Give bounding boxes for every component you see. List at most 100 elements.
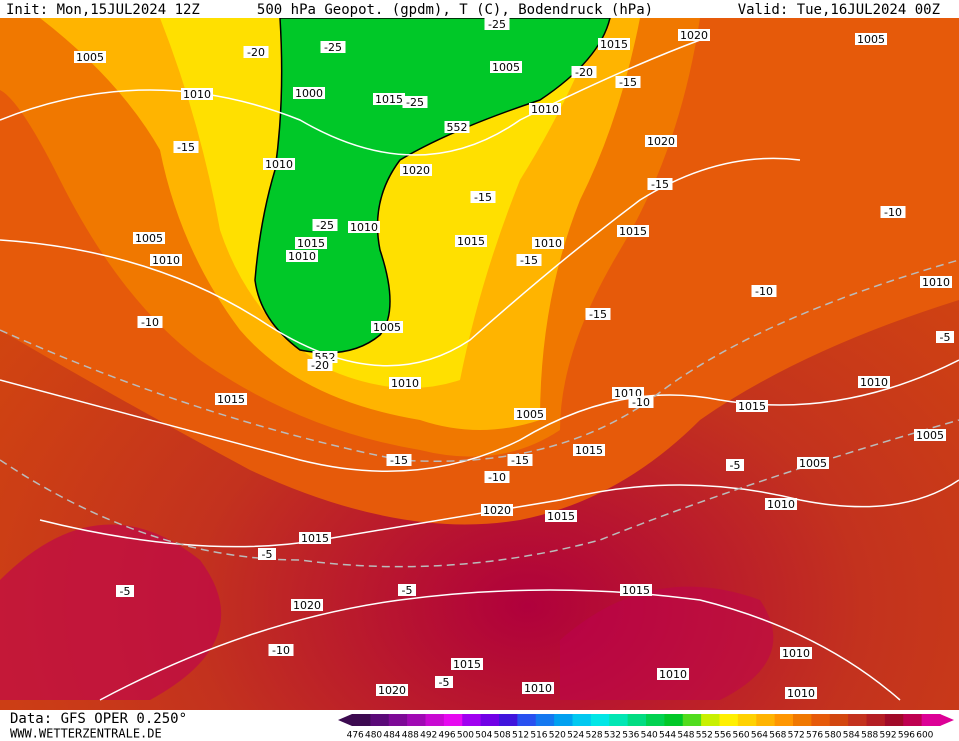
- contour-label-box: [215, 393, 247, 405]
- colorbar-label: 564: [751, 731, 768, 741]
- contour-label: -5: [120, 585, 131, 598]
- contour-label: -15: [177, 141, 195, 154]
- colorbar-cell: [627, 714, 647, 726]
- colorbar-cell: [609, 714, 629, 726]
- site-url: WWW.WETTERZENTRALE.DE: [10, 727, 162, 741]
- contour-label-box: [484, 471, 510, 483]
- colorbar-cell: [572, 714, 592, 726]
- contour-label: -25: [488, 18, 506, 31]
- isotherms: [0, 259, 959, 568]
- contour-label: 1015: [457, 235, 485, 248]
- contour-label-box: [522, 682, 554, 694]
- contour-label-box: [263, 158, 295, 170]
- contour-label-box: [455, 235, 487, 247]
- contour-label: -15: [390, 454, 408, 467]
- contour-label: 1020: [647, 135, 675, 148]
- contour-label: -15: [619, 76, 637, 89]
- colorbar-cell: [737, 714, 757, 726]
- colorbar-cell: [682, 714, 702, 726]
- colorbar-label: 572: [788, 731, 805, 741]
- colorbar-label: 580: [824, 731, 841, 741]
- contour-label-box: [312, 219, 338, 231]
- colorbar-cell: [480, 714, 500, 726]
- contour-label: 1015: [297, 237, 325, 250]
- contour-label-box: [402, 96, 428, 108]
- contour-label-box: [855, 33, 887, 45]
- colorbar-cell: [517, 714, 537, 726]
- contour-label-box: [936, 331, 954, 343]
- contour-label: 1020: [402, 164, 430, 177]
- contour-label: -20: [247, 46, 265, 59]
- colorbar-label: 600: [916, 731, 933, 741]
- contour-label: -15: [520, 254, 538, 267]
- contour-label-box: [470, 191, 496, 203]
- contour-label: -10: [755, 285, 773, 298]
- contour-label: 1010: [534, 237, 562, 250]
- colorbar-label: 540: [641, 731, 658, 741]
- contour-label: 1015: [453, 658, 481, 671]
- contour-label: -25: [406, 96, 424, 109]
- contour-label: 1000: [295, 87, 323, 100]
- contour-label-box: [751, 285, 777, 297]
- contour-label-box: [243, 46, 269, 58]
- contour-label-box: [573, 444, 605, 456]
- contour-label: 1015: [619, 225, 647, 238]
- contour-label-box: [291, 599, 323, 611]
- contour-label-box: [571, 66, 597, 78]
- colorbar-label: 536: [622, 731, 639, 741]
- init-time: Init: Mon,15JUL2024 12Z: [6, 2, 200, 18]
- contour-label: 1005: [135, 232, 163, 245]
- cold-pool: [254, 17, 611, 354]
- colorbar-label: 552: [696, 731, 713, 741]
- contour-label: -15: [589, 308, 607, 321]
- contour-label: 1010: [860, 376, 888, 389]
- contour-label: 1010: [659, 668, 687, 681]
- colorbar-label: 508: [494, 731, 511, 741]
- colorbar-cell: [903, 714, 923, 726]
- contour-label: 1005: [516, 408, 544, 421]
- temp-zone: [560, 586, 774, 700]
- contour-label-box: [444, 121, 470, 133]
- colorbar-cell: [352, 714, 371, 726]
- colorbar-label: 560: [732, 731, 749, 741]
- contour-label-box: [386, 454, 412, 466]
- colorbar-cell: [793, 714, 812, 726]
- contour-label-box: [286, 250, 318, 262]
- colorbar-label: 512: [512, 731, 529, 741]
- colorbar-cell: [701, 714, 720, 726]
- colorbar-cell: [866, 714, 886, 726]
- contour-label-box: [258, 548, 276, 560]
- contour-label-box: [858, 376, 890, 388]
- contour-label: -10: [632, 396, 650, 409]
- temp-zone: [0, 524, 222, 700]
- contour-label: 1005: [916, 429, 944, 442]
- contour-label: -10: [141, 316, 159, 329]
- contour-label: -20: [575, 66, 593, 79]
- contour-label: -25: [324, 41, 342, 54]
- contour-label-box: [507, 454, 533, 466]
- contour-label-box: [545, 510, 577, 522]
- colorbar-label: 520: [549, 731, 566, 741]
- colorbar-label: 476: [347, 731, 364, 741]
- contour-label-box: [173, 141, 199, 153]
- colorbar-cell: [829, 714, 849, 726]
- contour-label-box: [435, 676, 453, 688]
- contour-label-box: [645, 135, 677, 147]
- contour-label: 1020: [680, 29, 708, 42]
- colorbar-cell: [554, 714, 573, 726]
- contour-label: 1010: [350, 221, 378, 234]
- contour-label: 1015: [600, 38, 628, 51]
- colorbar-cell: [407, 714, 426, 726]
- contour-label-box: [181, 88, 213, 100]
- contour-label-box: [736, 400, 768, 412]
- header-bar: [0, 0, 959, 18]
- contour-label: 1015: [301, 532, 329, 545]
- contour-label: 1015: [217, 393, 245, 406]
- colorbar: 476 480 484 488 492 496 500 504 508 512 516 520 524 5…: [338, 714, 954, 741]
- contour-label: 1005: [492, 61, 520, 74]
- contour-label: -10: [272, 644, 290, 657]
- contour-label-box: [373, 93, 405, 105]
- contour-label-box: [797, 457, 829, 469]
- valid-time: Valid: Tue,16JUL2024 00Z: [738, 2, 940, 18]
